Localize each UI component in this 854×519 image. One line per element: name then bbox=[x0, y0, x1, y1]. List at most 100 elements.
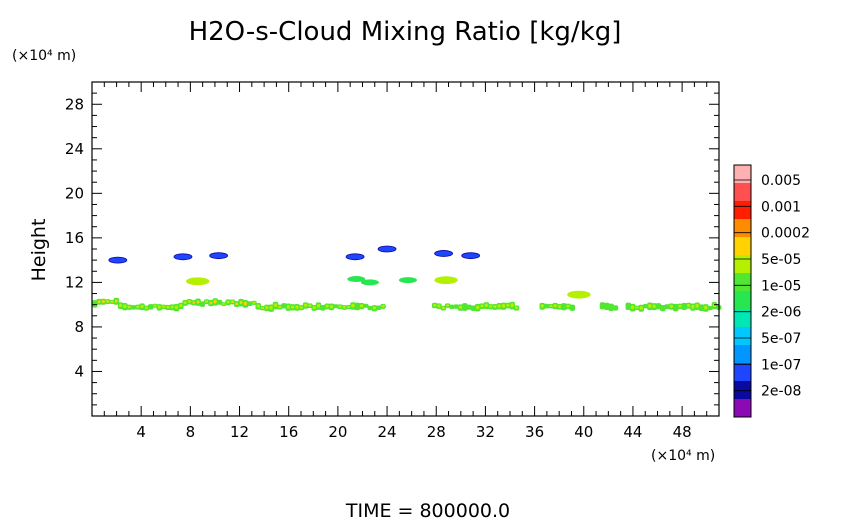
cloud-cell bbox=[363, 303, 369, 308]
cloud-cell-core bbox=[445, 304, 450, 307]
x-tick-label: 16 bbox=[279, 423, 298, 441]
cloud-cell-core bbox=[510, 303, 514, 308]
cloud-cell-core bbox=[252, 301, 256, 304]
cloud-cell-core bbox=[166, 305, 170, 309]
plot-frame bbox=[91, 81, 720, 417]
cloud-patch bbox=[173, 253, 193, 261]
cloud-cell bbox=[604, 302, 610, 311]
y-axis-unit: (×10⁴ m) bbox=[12, 48, 76, 64]
cloud-cell-core bbox=[476, 305, 480, 310]
cloud-cell-peak bbox=[97, 300, 101, 303]
cloud-cell-peak bbox=[239, 300, 243, 305]
cloud-cell-core bbox=[540, 304, 544, 308]
cloud-cell bbox=[281, 303, 287, 309]
cloud-cell-core bbox=[312, 306, 316, 310]
cloud-cell-core bbox=[273, 303, 278, 308]
cloud-cell-core bbox=[648, 304, 652, 308]
cloud-cell bbox=[681, 302, 688, 310]
chart-title: H2O-s-Cloud Mixing Ratio [kg/kg] bbox=[189, 17, 622, 47]
colorbar-swatch bbox=[734, 363, 751, 381]
cloud-cell-peak bbox=[235, 302, 239, 306]
cloud-patch-core bbox=[572, 292, 585, 297]
cloud-cell-core bbox=[458, 305, 463, 309]
cloud-cell-core bbox=[557, 305, 562, 308]
cloud-cell bbox=[655, 303, 662, 310]
cloud-cell-core bbox=[153, 304, 157, 307]
cloud-cell-core bbox=[161, 305, 166, 308]
cloud-cell-core bbox=[704, 305, 708, 310]
cloud-cell-peak bbox=[101, 300, 105, 303]
cloud-cell-core bbox=[338, 305, 342, 308]
cloud-cell-core bbox=[316, 303, 321, 308]
y-tick-label: 16 bbox=[65, 229, 84, 247]
cloud-cell-core bbox=[506, 303, 510, 307]
cloud-cell-core bbox=[437, 304, 441, 308]
cloud-cell-core bbox=[342, 306, 346, 309]
colorbar-label: 1e-07 bbox=[761, 357, 801, 373]
colorbar-swatch bbox=[734, 201, 751, 219]
cloud-cell bbox=[466, 304, 472, 310]
cloud-cell bbox=[147, 304, 154, 310]
cloud-cell bbox=[599, 302, 606, 310]
cloud-cell-core bbox=[256, 304, 260, 308]
cloud-cell-core bbox=[140, 304, 144, 309]
cloud-cell bbox=[569, 304, 576, 311]
cloud-patch bbox=[209, 252, 229, 260]
x-tick-label: 40 bbox=[574, 423, 593, 441]
cloud-cell-core bbox=[308, 304, 312, 307]
x-tick-label: 24 bbox=[378, 423, 397, 441]
cloud-cell-core bbox=[346, 305, 351, 308]
cloud-cell bbox=[642, 303, 649, 309]
cloud-patch bbox=[345, 253, 365, 261]
cloud-cell-peak bbox=[196, 300, 200, 304]
cloud-cell-core bbox=[351, 303, 355, 308]
cloud-cell bbox=[659, 305, 666, 312]
cloud-cell-core bbox=[291, 305, 295, 309]
cloud-patch bbox=[461, 252, 481, 260]
x-tick-label: 32 bbox=[476, 423, 495, 441]
cloud-cell bbox=[462, 303, 468, 311]
cloud-cell-core bbox=[325, 304, 329, 308]
cloud-cell bbox=[320, 304, 326, 311]
x-axis-ticks: 4 8 12 16 20 24 28 32 36 40 44 48 bbox=[103, 82, 708, 441]
cloud-patch bbox=[398, 277, 417, 284]
y-tick-label: 20 bbox=[65, 184, 84, 202]
cloud-cell-core bbox=[204, 300, 209, 303]
colorbar: 0.005 0.001 0.0002 5e-05 1e-05 2e-06 5e-07 1e-0… bbox=[733, 164, 810, 418]
cloud-patch-core bbox=[191, 279, 204, 284]
cloud-cell-core bbox=[712, 303, 717, 308]
colorbar-swatch bbox=[734, 219, 751, 237]
y-tick-label: 8 bbox=[74, 318, 84, 336]
cloud-cell-core bbox=[549, 304, 553, 307]
y-tick-label: 28 bbox=[65, 95, 84, 113]
cloud-cell-core bbox=[123, 304, 127, 309]
cloud-patch bbox=[434, 250, 454, 257]
cloud-cell-core bbox=[566, 304, 570, 308]
cloud-cell-core bbox=[488, 305, 493, 308]
colorbar-label: 5e-05 bbox=[761, 252, 801, 268]
cloud-cell-core bbox=[183, 301, 187, 305]
colorbar-swatch bbox=[734, 273, 751, 291]
cloud-cell-core bbox=[157, 305, 161, 309]
cloud-cell bbox=[246, 301, 253, 307]
colorbar-swatch bbox=[734, 291, 751, 309]
cloud-cell-core bbox=[372, 306, 377, 310]
cloud-cell-core bbox=[269, 305, 273, 310]
x-axis-unit: (×10⁴ m) bbox=[651, 448, 715, 464]
cloud-cell-core bbox=[652, 304, 656, 309]
cloud-cell-core bbox=[553, 304, 557, 308]
cloud-cell-core bbox=[480, 304, 484, 308]
cloud-cell-core bbox=[497, 304, 501, 308]
cloud-cell-core bbox=[265, 305, 269, 310]
cloud-cell-core bbox=[127, 305, 131, 309]
cloud-cell-core bbox=[226, 300, 230, 304]
cloud-cell-core bbox=[329, 304, 334, 309]
cloud-cell-core bbox=[433, 303, 437, 307]
y-axis-label: Height bbox=[28, 219, 50, 282]
cloud-cell-peak bbox=[110, 300, 114, 303]
cloud-patch bbox=[377, 245, 397, 253]
cloud-patches bbox=[108, 245, 591, 299]
colorbar-label: 0.001 bbox=[761, 199, 801, 215]
